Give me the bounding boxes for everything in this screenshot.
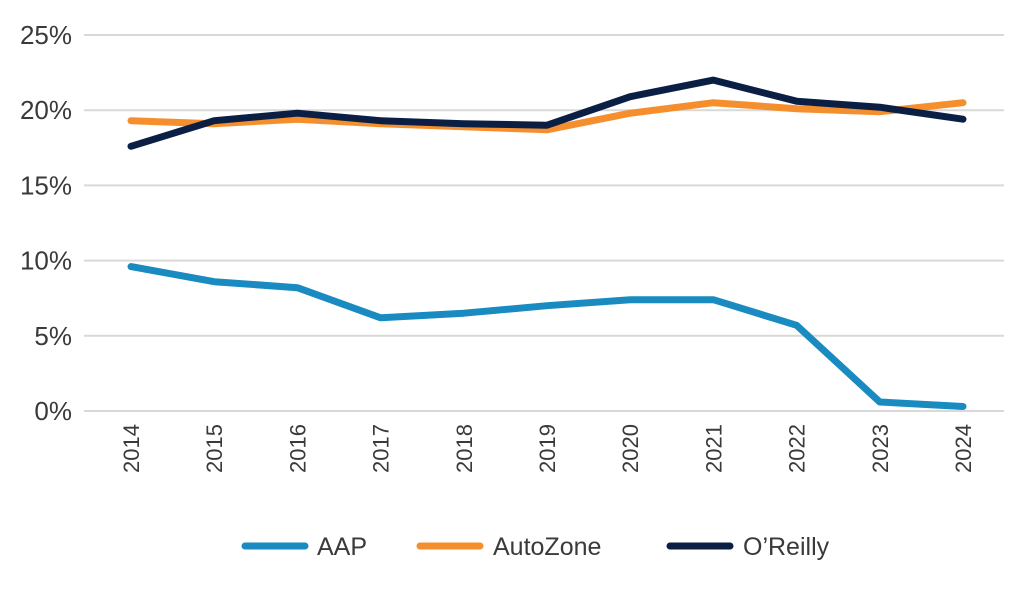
x-tick-label: 2021: [701, 424, 726, 473]
legend-label: AutoZone: [493, 533, 601, 561]
x-axis-tick-labels: 2014 2015 2016 2017 2018 2019 2020 2021 2022 2023…: [119, 424, 976, 473]
x-tick-label: 2014: [119, 424, 144, 473]
gridlines: [84, 34, 1004, 412]
series-lines: [127, 76, 967, 410]
y-axis-tick-labels: 0% 5% 10% 15% 20% 25%: [20, 20, 72, 426]
y-tick-label: 20%: [20, 95, 72, 125]
x-tick-label: 2015: [202, 424, 227, 473]
x-tick-label: 2020: [618, 424, 643, 473]
y-tick-label: 10%: [20, 246, 72, 276]
x-tick-label: 2024: [951, 424, 976, 473]
legend: AAP AutoZone O’Reilly: [241, 533, 830, 561]
x-tick-label: 2017: [369, 424, 394, 473]
x-tick-label: 2018: [452, 424, 477, 473]
legend-label: O’Reilly: [743, 533, 830, 561]
x-tick-label: 2022: [785, 424, 810, 473]
y-tick-label: 15%: [20, 170, 72, 200]
y-tick-label: 5%: [34, 321, 72, 351]
legend-label: AAP: [317, 533, 367, 561]
x-tick-label: 2016: [285, 424, 310, 473]
y-tick-label: 25%: [20, 20, 72, 50]
x-tick-label: 2019: [535, 424, 560, 473]
x-tick-label: 2023: [868, 424, 893, 473]
y-tick-label: 0%: [34, 396, 72, 426]
